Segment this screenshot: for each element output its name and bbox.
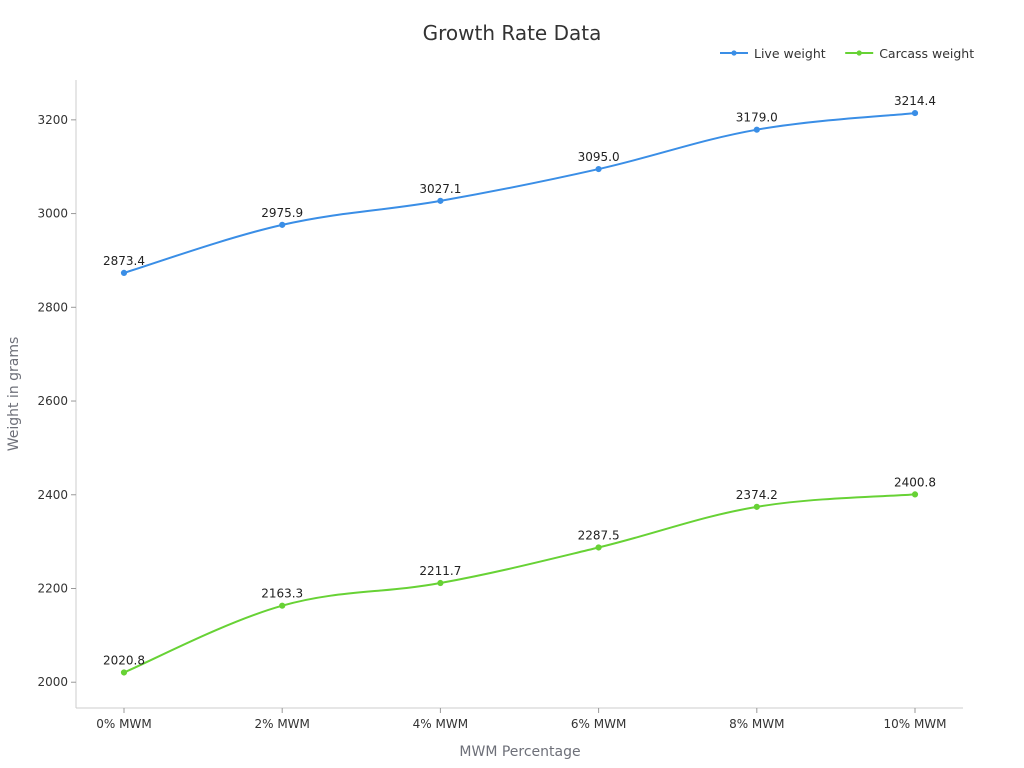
data-label: 3095.0 xyxy=(578,150,620,164)
legend-swatch-marker xyxy=(731,50,737,56)
data-label: 3214.4 xyxy=(894,94,936,108)
y-tick-label: 2200 xyxy=(37,581,68,595)
legend-label: Live weight xyxy=(754,46,826,61)
data-label: 2374.2 xyxy=(736,488,778,502)
data-label: 2163.3 xyxy=(261,587,303,601)
data-point[interactable] xyxy=(120,269,128,276)
data-point[interactable] xyxy=(595,544,602,551)
legend-swatch-marker xyxy=(856,50,862,56)
data-label: 2020.8 xyxy=(103,653,145,667)
data-point[interactable] xyxy=(911,109,919,117)
legend[interactable]: Live weight Carcass weight xyxy=(720,46,974,61)
y-tick-label: 2800 xyxy=(37,300,68,314)
y-tick-label: 3200 xyxy=(37,113,68,127)
data-point[interactable] xyxy=(437,197,444,204)
x-tick-label: 8% MWM xyxy=(729,717,784,731)
series-line[interactable] xyxy=(123,112,916,274)
data-point[interactable] xyxy=(911,491,919,498)
data-label: 2975.9 xyxy=(261,206,303,220)
y-axis-ticks: 2000 2200 2400 2600 2800 3000 3200 xyxy=(37,113,76,689)
data-point[interactable] xyxy=(437,579,444,587)
y-tick-label: 2000 xyxy=(37,675,68,689)
y-tick-label: 2400 xyxy=(37,488,68,502)
data-label: 2873.4 xyxy=(103,254,145,268)
legend-item[interactable]: Live weight xyxy=(720,46,826,61)
data-label: 2287.5 xyxy=(578,528,620,542)
data-label: 2211.7 xyxy=(419,564,461,578)
y-tick-label: 2600 xyxy=(37,394,68,408)
x-tick-label: 10% MWM xyxy=(883,717,946,731)
x-tick-label: 0% MWM xyxy=(96,717,151,731)
data-label: 3179.0 xyxy=(736,111,778,125)
data-label: 3027.1 xyxy=(419,182,461,196)
data-point[interactable] xyxy=(279,602,286,609)
legend-label: Carcass weight xyxy=(879,46,974,61)
data-point[interactable] xyxy=(279,221,286,228)
data-point[interactable] xyxy=(753,126,760,133)
x-tick-label: 6% MWM xyxy=(571,717,626,731)
y-tick-label: 3000 xyxy=(37,207,68,221)
x-tick-label: 2% MWM xyxy=(254,717,309,731)
y-axis-label: Weight in grams xyxy=(6,337,22,452)
series-1: 2873.4 2975.9 3027.1 3095.0 3179.0 3214.4 xyxy=(103,94,936,276)
x-axis-label: MWM Percentage xyxy=(459,744,580,760)
x-tick-label: 4% MWM xyxy=(413,717,468,731)
series-layer: 2873.4 2975.9 3027.1 3095.0 3179.0 3214.4 2020… xyxy=(103,94,936,676)
chart-title: Growth Rate Data xyxy=(423,21,602,45)
data-point[interactable] xyxy=(120,669,128,676)
data-point[interactable] xyxy=(753,503,760,510)
data-label: 2400.8 xyxy=(894,475,936,489)
legend-item[interactable]: Carcass weight xyxy=(845,46,974,61)
data-point[interactable] xyxy=(595,165,602,173)
x-axis-ticks: 0% MWM 2% MWM 4% MWM 6% MWM 8% MWM 10% MWM xyxy=(96,708,947,731)
series-2: 2020.8 2163.3 2211.7 2287.5 2374.2 2400.8 xyxy=(103,475,936,676)
series-line[interactable] xyxy=(123,493,916,674)
